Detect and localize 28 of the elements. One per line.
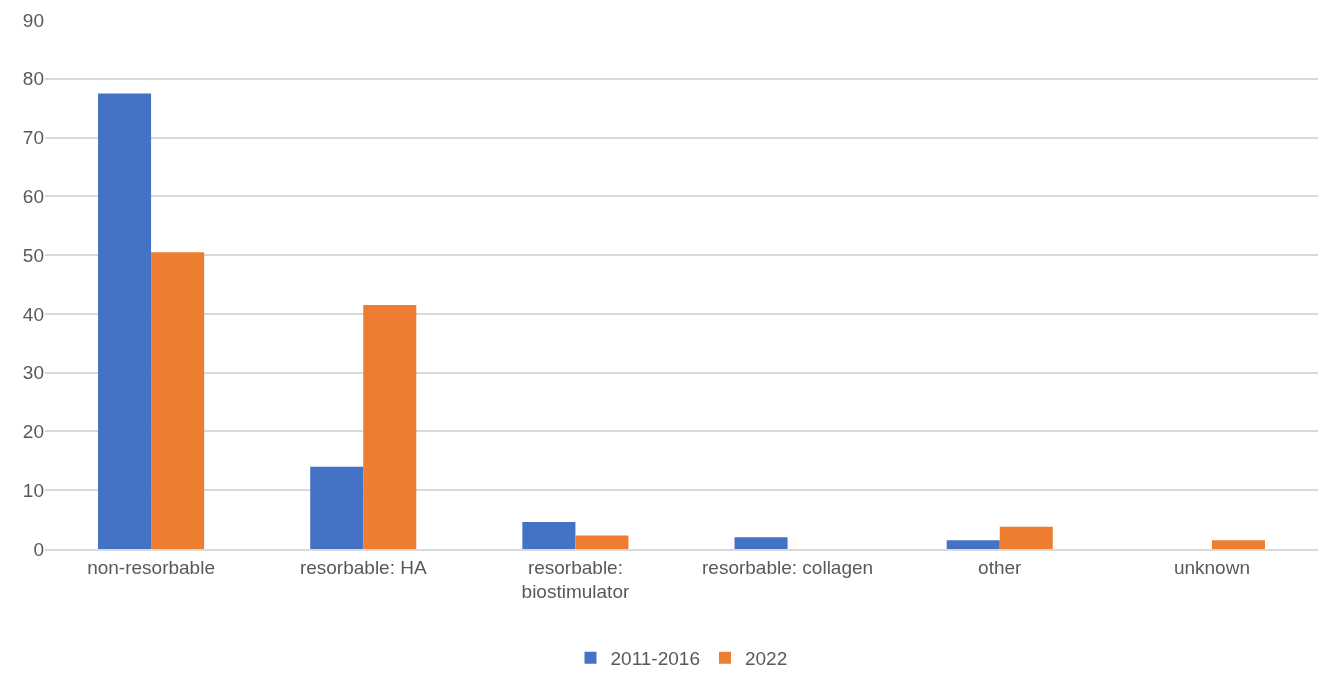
y-tick-label: 40: [22, 303, 44, 325]
y-tick-label: 10: [22, 479, 44, 501]
y-tick-label: 20: [22, 421, 44, 443]
x-tick-label: resorbable: HA: [299, 556, 427, 578]
legend-label: 2011-2016: [610, 648, 700, 670]
bar: [575, 535, 629, 549]
bar: [734, 537, 788, 549]
bar: [310, 466, 364, 549]
bar: [522, 521, 576, 549]
x-tick-label: unknown: [1173, 556, 1250, 578]
bar: [1211, 540, 1265, 549]
x-tick-label: non-resorbable: [87, 556, 215, 578]
x-tick-label: resorbable: biostimulator: [521, 556, 630, 603]
y-tick-label: 70: [22, 127, 44, 149]
y-tick-label: 80: [22, 68, 44, 90]
x-tick-label: resorbable: collagen: [702, 556, 874, 578]
y-tick-label: 0: [33, 538, 44, 560]
bar: [98, 93, 152, 549]
y-tick-label: 30: [22, 362, 44, 384]
bar: [999, 526, 1053, 549]
y-tick-label: 60: [22, 185, 44, 207]
bar: [363, 305, 417, 549]
x-tick-label: other: [978, 556, 1023, 578]
y-tick-label: 90: [22, 9, 44, 31]
y-tick-label: 50: [22, 244, 44, 266]
legend-label: 2022: [744, 648, 788, 670]
bar: [946, 540, 1000, 549]
bar: [151, 252, 205, 549]
